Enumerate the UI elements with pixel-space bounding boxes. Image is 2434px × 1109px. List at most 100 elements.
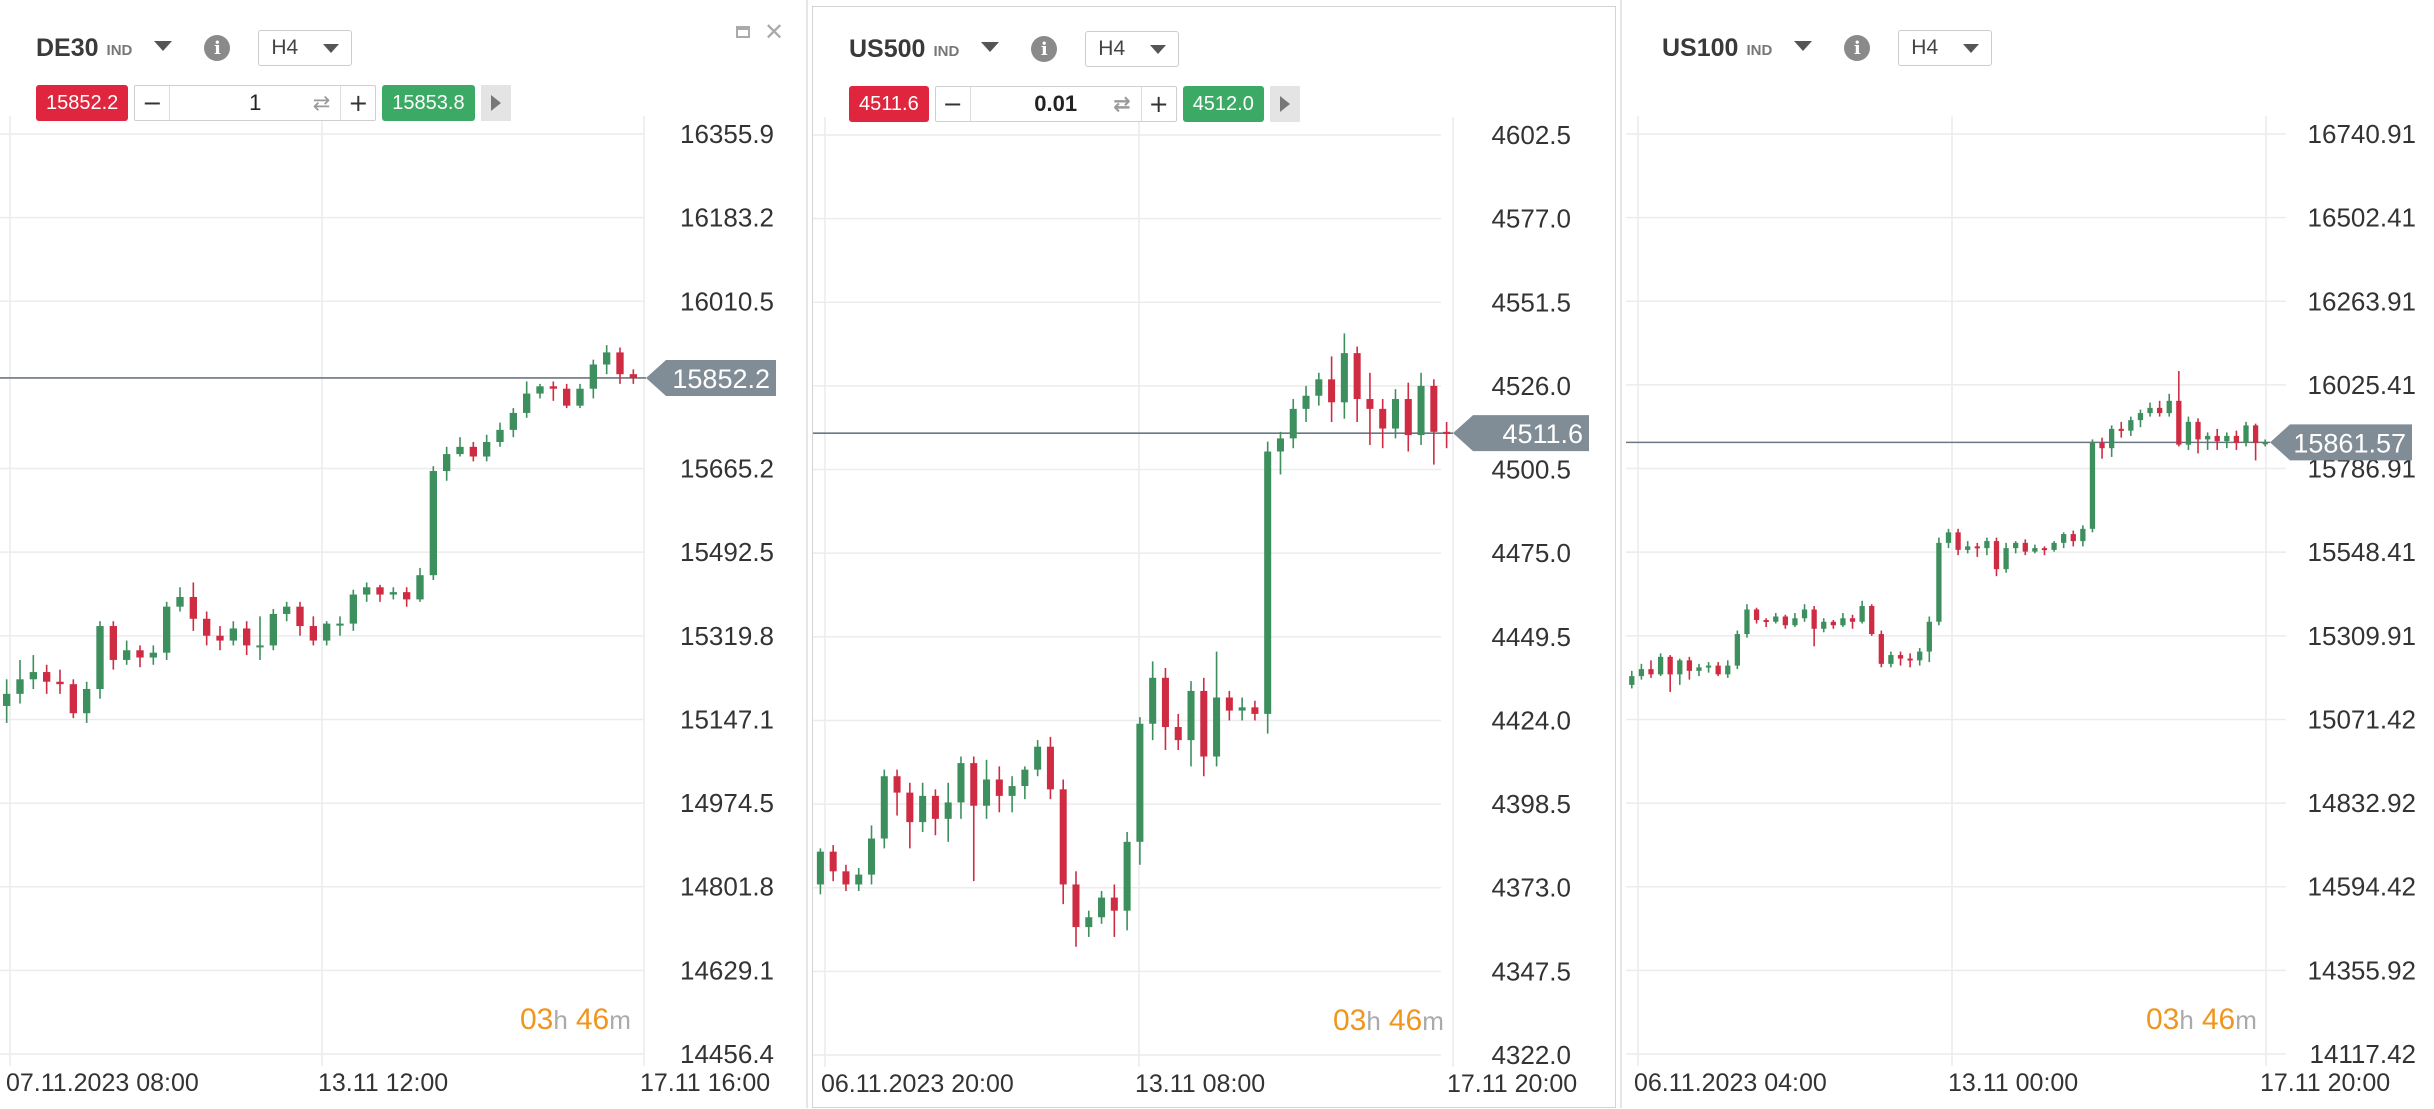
candle xyxy=(536,383,544,399)
y-axis-tick-label: 14594.42 xyxy=(2308,872,2416,902)
buy-button[interactable]: 4512.0 xyxy=(1182,86,1264,122)
x-axis-tick-label: 07.11.2023 08:00 xyxy=(6,1069,199,1097)
candle xyxy=(2003,542,2009,573)
candle xyxy=(1840,612,1846,628)
candle xyxy=(893,769,901,816)
candle xyxy=(83,681,91,723)
symbol-header: US100 IND i H4 xyxy=(1662,28,1993,68)
candle xyxy=(1008,776,1016,813)
candle xyxy=(176,587,184,612)
timer-hours: 03 xyxy=(1333,1004,1366,1037)
panel-separator[interactable] xyxy=(1620,0,1622,1108)
candle xyxy=(16,659,24,704)
instrument-type: IND xyxy=(933,43,960,60)
timer-h-unit: h xyxy=(553,1005,567,1035)
y-axis-tick-label: 16183.2 xyxy=(680,203,774,233)
info-icon[interactable]: i xyxy=(204,35,231,61)
timeframe-value: H4 xyxy=(1911,36,1939,59)
timeframe-value: H4 xyxy=(271,36,299,59)
candle xyxy=(1945,528,1952,549)
panel-separator[interactable] xyxy=(806,0,808,1108)
candle xyxy=(2070,530,2076,547)
y-axis-tick-label: 15147.1 xyxy=(680,704,774,734)
candle xyxy=(96,621,104,699)
candle xyxy=(1897,651,1904,666)
candle xyxy=(603,345,611,375)
maximize-icon[interactable] xyxy=(736,26,750,38)
timer-minutes: 46 xyxy=(576,1003,609,1036)
y-axis-tick-label: 14832.92 xyxy=(2308,788,2416,818)
candle xyxy=(1417,372,1425,445)
x-axis-tick-label: 06.11.2023 04:00 xyxy=(1634,1069,1827,1097)
candle xyxy=(616,347,624,384)
candle xyxy=(1034,740,1042,777)
y-axis-tick-label: 4322.0 xyxy=(1491,1040,1571,1070)
candle xyxy=(1340,333,1348,419)
chart-panel-us100[interactable]: 16740.91 16502.41 16263.91 16025.41 15786.91… xyxy=(1626,6,2434,1108)
candle xyxy=(1187,681,1195,767)
play-icon[interactable] xyxy=(1269,86,1300,122)
symbol-name[interactable]: DE30 xyxy=(36,33,99,62)
candlestick-chart[interactable]: 16740.9116502.4116263.9116025.4115786.91… xyxy=(1626,6,2434,1108)
timeframe-select[interactable]: H4 xyxy=(1085,31,1180,67)
candle xyxy=(983,759,991,819)
candle xyxy=(1686,656,1693,680)
quantity-input[interactable]: 1 ⇄ xyxy=(170,86,340,120)
trade-bar: 4511.6− 0.01 ⇄ +4512.0 xyxy=(849,85,1300,123)
timer-m-unit: m xyxy=(2235,1005,2257,1035)
candle xyxy=(363,582,371,602)
decrease-button[interactable]: − xyxy=(135,86,171,120)
y-axis-tick-label: 4347.5 xyxy=(1491,956,1571,986)
symbol-dropdown-icon[interactable] xyxy=(154,41,173,51)
sell-button[interactable]: 4511.6 xyxy=(849,86,929,122)
candle xyxy=(2041,546,2048,556)
candle xyxy=(403,587,411,607)
quantity-value: 1 xyxy=(249,90,262,115)
close-icon[interactable]: ✕ xyxy=(764,18,785,46)
candle xyxy=(1763,618,1769,628)
candle xyxy=(163,601,171,660)
symbol-name[interactable]: US100 xyxy=(1662,33,1739,62)
symbol-dropdown-icon[interactable] xyxy=(1794,41,1813,51)
candle xyxy=(136,645,144,668)
candle xyxy=(1629,670,1635,689)
info-icon[interactable]: i xyxy=(1844,35,1871,61)
sell-button[interactable]: 15852.2 xyxy=(36,85,129,121)
swap-icon[interactable]: ⇄ xyxy=(1113,92,1131,116)
symbol-name[interactable]: US500 xyxy=(849,34,926,63)
candle xyxy=(1353,346,1361,422)
symbol-dropdown-icon[interactable] xyxy=(981,42,1000,52)
timer-m-unit: m xyxy=(609,1005,631,1035)
candle-timer: 03h 46m xyxy=(520,1003,631,1036)
candle xyxy=(1830,620,1836,629)
candle xyxy=(1046,736,1054,800)
timeframe-select[interactable]: H4 xyxy=(1898,30,1993,66)
candle xyxy=(1715,662,1721,677)
candle xyxy=(1085,910,1093,937)
y-axis-tick-label: 15492.5 xyxy=(680,537,774,567)
candle xyxy=(919,782,927,832)
play-icon[interactable] xyxy=(480,85,511,121)
candle xyxy=(2022,539,2028,556)
candle xyxy=(1773,612,1779,624)
candle xyxy=(229,621,237,646)
quantity-input[interactable]: 0.01 ⇄ xyxy=(971,87,1141,121)
candle xyxy=(2224,432,2230,449)
y-axis-tick-label: 4398.5 xyxy=(1491,789,1571,819)
candle xyxy=(3,679,11,723)
info-icon[interactable]: i xyxy=(1031,36,1058,62)
decrease-button[interactable]: − xyxy=(936,87,971,121)
candle xyxy=(2185,416,2192,450)
buy-button[interactable]: 15853.8 xyxy=(382,85,475,121)
swap-icon[interactable]: ⇄ xyxy=(312,91,331,115)
increase-button[interactable]: + xyxy=(1140,87,1176,121)
candle xyxy=(1123,831,1131,931)
candlestick-chart[interactable]: 16355.9 16183.2 16010.5 15665.2 15492.5 15319… xyxy=(0,6,800,1108)
candle xyxy=(1869,604,1875,636)
increase-button[interactable]: + xyxy=(340,86,375,120)
timeframe-select[interactable]: H4 xyxy=(258,30,353,66)
chart-panel-us500[interactable]: 4602.5 4577.0 4551.5 4526.0 4500.5 4475.0 4449… xyxy=(812,6,1616,1108)
y-axis-tick-label: 14355.92 xyxy=(2308,955,2416,985)
chart-panel-de30[interactable]: 16355.9 16183.2 16010.5 15665.2 15492.5 15319… xyxy=(0,6,800,1108)
candlestick-chart[interactable]: 4602.5 4577.0 4551.5 4526.0 4500.5 4475.0 4449… xyxy=(813,7,1617,1109)
